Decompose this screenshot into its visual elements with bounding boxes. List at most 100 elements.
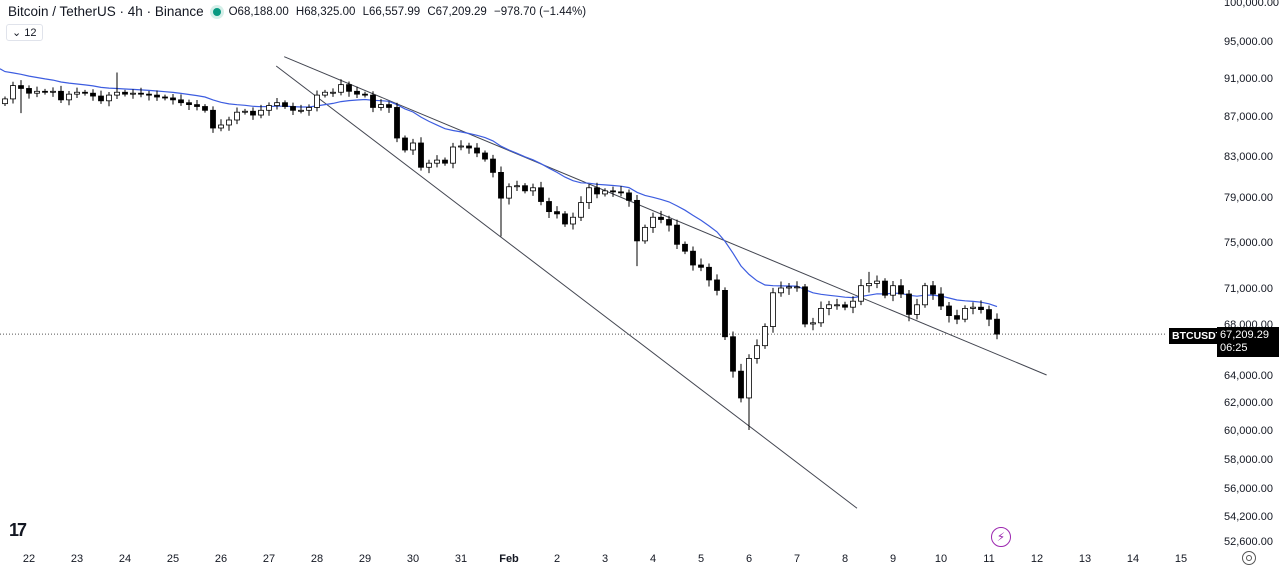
- bearish-candle-body: [522, 185, 528, 192]
- candle: [738, 363, 744, 403]
- date-tick-label: 15: [1175, 553, 1187, 565]
- bullish-candle-body: [850, 300, 856, 308]
- candles: [2, 72, 1000, 430]
- date-tick-label: 11: [983, 553, 994, 565]
- date-tick-label: 26: [215, 553, 227, 565]
- bearish-candle-body: [98, 95, 104, 102]
- candle: [106, 91, 112, 107]
- bearish-candle-body: [898, 285, 904, 295]
- candle: [858, 279, 864, 306]
- bearish-candle-body: [954, 315, 960, 320]
- candle: [282, 100, 288, 109]
- candle: [226, 116, 232, 131]
- bullish-candle-body: [434, 159, 440, 164]
- bullish-candle-body: [586, 187, 592, 204]
- candle: [866, 271, 872, 293]
- time-axis[interactable]: 22 23 24 25 26 27 28 29 30 31 Feb 2 3 4 5 6 7 8 9 10 11 12 13 1…: [23, 553, 1187, 565]
- date-tick-label: 9: [890, 553, 896, 565]
- bullish-candle-body: [130, 92, 136, 95]
- bullish-candle-body: [114, 91, 120, 96]
- trendlines[interactable]: [275, 56, 1047, 509]
- bullish-candle-body: [258, 109, 264, 116]
- candle: [138, 87, 144, 98]
- price-axis[interactable]: 100,000.00 95,000.00 91,000.00 87,000.00 83,…: [1224, 0, 1279, 548]
- candle: [170, 94, 176, 105]
- bearish-candle-body: [938, 293, 944, 307]
- lightning-icon[interactable]: ⚡: [991, 527, 1011, 547]
- date-tick-label: 24: [119, 553, 131, 565]
- bearish-candle-body: [138, 92, 144, 95]
- bullish-candle-body: [66, 93, 72, 101]
- candle: [546, 197, 552, 219]
- candle: [250, 107, 256, 120]
- bearish-candle-body: [402, 137, 408, 151]
- bullish-candle-body: [818, 307, 824, 324]
- symbol-title[interactable]: Bitcoin / TetherUS · 4h · Binance: [8, 4, 204, 19]
- candle: [770, 287, 776, 333]
- tradingview-logo-icon[interactable]: 17: [9, 520, 27, 540]
- candle: [74, 87, 80, 99]
- change-value: −978.70 (−1.44%): [494, 5, 587, 18]
- candle: [530, 183, 536, 196]
- bearish-candle-body: [994, 318, 1000, 335]
- candle: [130, 89, 136, 99]
- bullish-candle-body: [650, 216, 656, 228]
- bearish-candle-body: [714, 279, 720, 291]
- bullish-candle-body: [570, 216, 576, 225]
- price-tick-label: 87,000.00: [1224, 111, 1273, 123]
- bullish-candle-body: [306, 107, 312, 111]
- candle: [482, 150, 488, 162]
- bearish-candle-body: [706, 266, 712, 281]
- date-tick-label: Feb: [499, 553, 519, 565]
- date-tick-label: 8: [842, 553, 848, 565]
- date-tick-label: 30: [407, 553, 419, 565]
- date-tick-label: 27: [263, 553, 275, 565]
- bearish-candle-body: [442, 159, 448, 164]
- low-value: L66,557.99: [362, 5, 421, 18]
- candle: [186, 99, 192, 111]
- indicators-toggle-button[interactable]: ⌄ 12: [6, 24, 43, 41]
- candle: [954, 309, 960, 325]
- price-tick-label: 60,000.00: [1224, 425, 1273, 437]
- candle: [690, 246, 696, 271]
- candle: [290, 102, 296, 115]
- bearish-candle-body: [594, 187, 600, 195]
- bullish-candle-body: [458, 145, 464, 148]
- bullish-candle-body: [874, 280, 880, 284]
- candle: [50, 87, 56, 97]
- bullish-candle-body: [794, 286, 800, 289]
- trendline-lower[interactable]: [275, 65, 858, 509]
- bullish-candle-body: [338, 84, 344, 93]
- bullish-candle-body: [778, 287, 784, 294]
- candle: [394, 102, 400, 143]
- candle: [722, 287, 728, 340]
- candle: [522, 183, 528, 194]
- candle: [90, 89, 96, 101]
- candle: [642, 224, 648, 244]
- price-tick-label: 62,000.00: [1224, 397, 1273, 409]
- candle: [298, 104, 304, 114]
- candle: [418, 137, 424, 171]
- last-price-value: 67,209.29: [1220, 329, 1269, 341]
- candle: [514, 180, 520, 191]
- bullish-candle-body: [226, 119, 232, 126]
- bearish-candle-body: [722, 289, 728, 338]
- trendline-upper[interactable]: [284, 56, 1047, 376]
- date-tick-label: 29: [359, 553, 371, 565]
- settings-icon[interactable]: [1242, 551, 1256, 565]
- candle: [330, 88, 336, 97]
- candle: [602, 188, 608, 197]
- candle: [666, 215, 672, 232]
- candle: [810, 317, 816, 331]
- open-value: O68,188.00: [228, 5, 289, 18]
- candle: [450, 142, 456, 169]
- bullish-candle-body: [298, 109, 304, 112]
- date-tick-label: 22: [23, 553, 35, 565]
- candle: [210, 106, 216, 133]
- bearish-candle-body: [154, 94, 160, 98]
- bearish-candle-body: [210, 109, 216, 129]
- candle: [610, 186, 616, 197]
- price-tick-label: 91,000.00: [1224, 73, 1273, 85]
- bearish-candle-body: [474, 147, 480, 154]
